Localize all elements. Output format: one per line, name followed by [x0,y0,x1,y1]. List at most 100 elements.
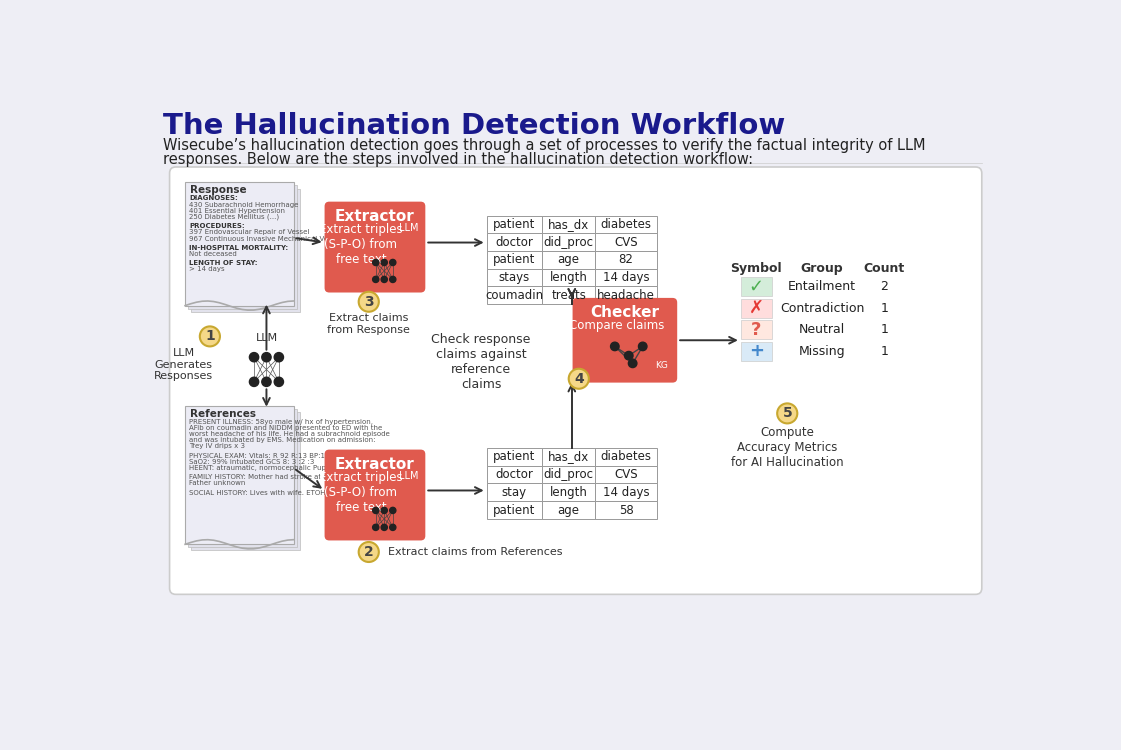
Circle shape [381,524,388,530]
Text: Extractor: Extractor [335,209,415,224]
Text: 82: 82 [619,254,633,266]
Text: Extract claims from References: Extract claims from References [388,547,563,557]
Text: Contradiction: Contradiction [780,302,864,315]
Circle shape [390,276,396,283]
Bar [487,233,543,251]
Text: 58: 58 [619,503,633,517]
Text: 430 Subarachnoid Hemorrhage: 430 Subarachnoid Hemorrhage [189,202,298,208]
Circle shape [390,507,396,514]
Text: 967 Continuous Invasive Mechanical Ventilation ...: 967 Continuous Invasive Mechanical Venti… [189,236,365,242]
Text: length: length [549,486,587,499]
Bar [741,277,771,296]
Text: 3: 3 [364,295,373,309]
Circle shape [372,276,379,283]
Text: 250 Diabetes Mellitus (...): 250 Diabetes Mellitus (...) [189,214,279,220]
Circle shape [381,276,388,283]
Text: Wisecube’s hallucination detection goes through a set of processes to verify the: Wisecube’s hallucination detection goes … [164,138,926,153]
Text: did_proc: did_proc [544,468,594,481]
Text: length: length [549,271,587,284]
Text: worst headache of his life. He had a subrachnoid episode: worst headache of his life. He had a sub… [189,431,390,437]
Bar [741,320,771,340]
Text: CVS: CVS [614,236,638,248]
Text: stays: stays [499,271,530,284]
Text: did_proc: did_proc [544,236,594,248]
Text: 2: 2 [880,280,888,293]
Text: patient: patient [493,451,536,464]
Text: LLM: LLM [256,333,278,344]
Text: Compute
Accuracy Metrics
for AI Hallucination: Compute Accuracy Metrics for AI Hallucin… [731,426,844,469]
Bar [185,182,294,305]
Bar [595,286,657,304]
Circle shape [249,352,259,362]
Bar [543,484,595,501]
Text: PHYSICAL EXAM: Vitals: R 92 R:13 BP:151/72: PHYSICAL EXAM: Vitals: R 92 R:13 BP:151/… [189,453,345,459]
Bar [487,286,543,304]
Bar [543,251,595,268]
Text: 1: 1 [205,329,215,344]
Bar [185,406,294,544]
Text: Checker: Checker [591,304,659,320]
FancyBboxPatch shape [573,298,677,382]
Circle shape [359,542,379,562]
Circle shape [262,377,271,386]
Bar [595,215,657,233]
Circle shape [372,524,379,530]
Text: Missing: Missing [799,345,845,358]
Text: Extract triples
(S-P-O) from
free text: Extract triples (S-P-O) from free text [319,471,402,514]
Circle shape [262,352,271,362]
Bar [487,501,543,519]
Bar [487,484,543,501]
Text: and was intubated by EMS. Medication on admission:: and was intubated by EMS. Medication on … [189,437,376,443]
Text: LLM
Generates
Responses: LLM Generates Responses [154,348,213,381]
Text: SaO2: 99% intubated GCS 8: 3 :2 :3: SaO2: 99% intubated GCS 8: 3 :2 :3 [189,459,314,465]
Text: References: References [189,409,256,419]
Text: Count: Count [863,262,905,274]
Text: 1: 1 [880,345,888,358]
Circle shape [629,359,637,368]
Bar [543,501,595,519]
Text: 1: 1 [880,323,888,336]
Circle shape [568,369,589,388]
Bar [543,448,595,466]
Text: patient: patient [493,254,536,266]
Text: responses. Below are the steps involved in the hallucination detection workflow:: responses. Below are the steps involved … [164,152,753,166]
FancyBboxPatch shape [325,449,425,541]
Text: 2: 2 [364,545,373,559]
Bar [188,409,297,548]
Bar [192,188,299,312]
Circle shape [359,292,379,312]
Text: CVS: CVS [614,468,638,481]
Text: Extract claims
from Response: Extract claims from Response [327,314,410,335]
Text: LENGTH OF STAY:: LENGTH OF STAY: [189,260,258,266]
Text: LLM: LLM [399,471,418,482]
Text: coumadin: coumadin [485,289,544,302]
Circle shape [372,507,379,514]
Bar [487,448,543,466]
Text: SOCIAL HISTORY: Lives with wife. ETOH: NO ETOH: SOCIAL HISTORY: Lives with wife. ETOH: N… [189,490,362,496]
Text: Neutral: Neutral [799,323,845,336]
Text: diabetes: diabetes [601,451,651,464]
Text: Group: Group [800,262,843,274]
Text: doctor: doctor [495,236,534,248]
Bar [595,484,657,501]
Text: DIAGNOSES:: DIAGNOSES: [189,196,238,202]
Text: Extractor: Extractor [335,458,415,472]
Text: Compare claims: Compare claims [569,320,665,332]
Circle shape [639,342,647,351]
Text: PRESENT ILLNESS: 58yo male w/ hx of hypertension,: PRESENT ILLNESS: 58yo male w/ hx of hype… [189,419,373,424]
Circle shape [381,507,388,514]
Circle shape [249,377,259,386]
Text: 5: 5 [782,406,793,421]
Text: headache: headache [597,289,655,302]
Text: ✗: ✗ [749,299,763,317]
Text: patient: patient [493,217,536,231]
Bar [741,298,771,318]
Circle shape [372,260,379,266]
Circle shape [390,524,396,530]
Bar [188,185,297,309]
Text: IN-HOSPITAL MORTALITY:: IN-HOSPITAL MORTALITY: [189,244,288,250]
Text: 1: 1 [880,302,888,315]
Text: 14 days: 14 days [603,486,649,499]
Text: Check response
claims against
reference
claims: Check response claims against reference … [432,332,531,391]
Text: treats: treats [552,289,586,302]
